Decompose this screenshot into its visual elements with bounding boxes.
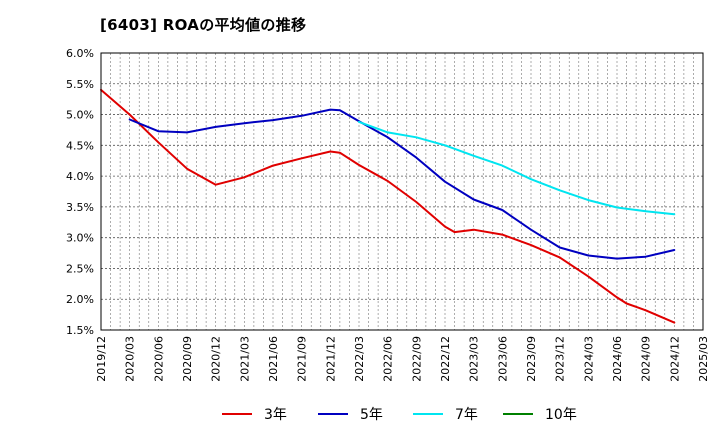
x-tick-label: 2021/03 [238, 336, 251, 382]
y-tick-label: 1.5% [66, 324, 94, 337]
series-line [100, 88, 676, 324]
x-tick-label: 2022/12 [439, 336, 452, 382]
x-tick-label: 2023/06 [496, 336, 509, 382]
y-tick-label: 4.5% [66, 139, 94, 152]
series-line [358, 120, 676, 216]
x-tick-label: 2023/12 [554, 336, 567, 382]
legend: 3年 5年 7年 10年 [222, 407, 577, 423]
legend-label: 10年 [545, 407, 577, 423]
series-line [128, 108, 676, 260]
x-tick-label: 2024/09 [640, 336, 653, 382]
x-axis-tick-labels: 2019/12 2020/03 2020/06 2020/09 2020/12 2021/… [95, 336, 710, 382]
x-tick-label: 2022/03 [353, 336, 366, 382]
x-tick-label: 2022/06 [382, 336, 395, 382]
y-axis-tick-labels: 1.5% 2.0% 2.5% 3.0% 3.5% 4.0% 4.5% 5.0% 5.5% 6.0% [66, 47, 94, 337]
plot-border [100, 52, 704, 331]
y-tick-label: 2.0% [66, 293, 94, 306]
x-tick-label: 2021/06 [267, 336, 280, 382]
chart-title: [6403] ROAの平均値の推移 [100, 16, 307, 34]
y-tick-label: 2.5% [66, 262, 94, 275]
x-tick-label: 2020/06 [152, 336, 165, 382]
x-tick-label: 2020/09 [181, 336, 194, 382]
y-tick-label: 5.5% [66, 78, 94, 91]
x-tick-label: 2024/12 [668, 336, 681, 382]
legend-label: 3年 [264, 407, 287, 423]
x-tick-label: 2023/09 [525, 336, 538, 382]
y-tick-label: 6.0% [66, 47, 94, 60]
y-tick-label: 3.5% [66, 201, 94, 214]
x-tick-label: 2025/03 [697, 336, 710, 382]
x-tick-label: 2024/06 [611, 336, 624, 382]
legend-label: 7年 [455, 407, 478, 423]
x-tick-label: 2019/12 [95, 336, 108, 382]
y-tick-label: 3.0% [66, 232, 94, 245]
y-tick-label: 4.0% [66, 170, 94, 183]
x-tick-label: 2024/03 [582, 336, 595, 382]
x-tick-label: 2020/12 [210, 336, 223, 382]
series-lines [100, 88, 676, 324]
legend-label: 5年 [360, 407, 383, 423]
x-tick-label: 2023/03 [468, 336, 481, 382]
x-tick-label: 2020/03 [124, 336, 137, 382]
y-tick-label: 5.0% [66, 109, 94, 122]
x-tick-label: 2022/09 [410, 336, 423, 382]
x-tick-label: 2021/09 [296, 336, 309, 382]
x-tick-label: 2021/12 [324, 336, 337, 382]
